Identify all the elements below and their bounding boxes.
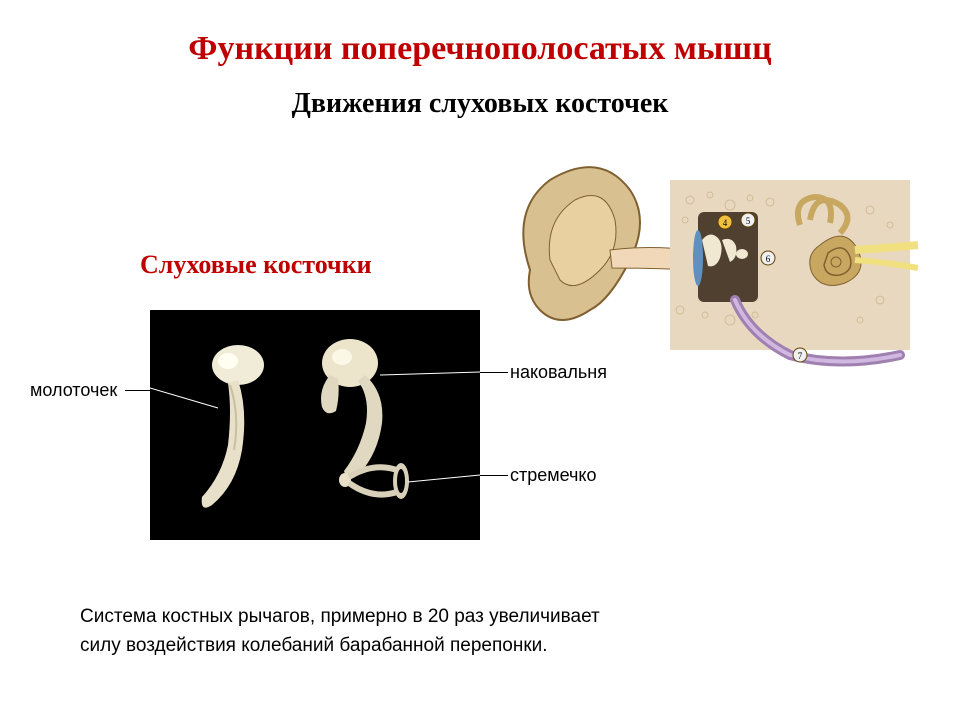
leader-malleus — [125, 390, 150, 391]
leader-incus — [480, 372, 508, 373]
slide-subtitle: Движения слуховых косточек — [0, 68, 960, 120]
label-stapes: стремечко — [510, 465, 597, 486]
slide-title: Функции поперечнополосатых мышц — [0, 0, 960, 68]
caption-line-1: Система костных рычагов, примерно в 20 р… — [80, 603, 880, 632]
svg-text:4: 4 — [723, 218, 728, 228]
slide-caption: Система костных рычагов, примерно в 20 р… — [80, 603, 880, 660]
ossicles-svg — [150, 310, 480, 540]
svg-text:7: 7 — [798, 351, 803, 361]
ear-svg: 4 5 6 7 — [520, 150, 920, 370]
label-malleus: молоточек — [30, 380, 117, 401]
ossicles-photo — [150, 310, 480, 540]
leader-stapes — [480, 475, 508, 476]
label-incus: наковальня — [510, 362, 607, 383]
section-label-ossicles: Слуховые косточки — [140, 250, 372, 280]
ear-cross-section-illustration: 4 5 6 7 — [520, 150, 920, 370]
svg-text:5: 5 — [746, 216, 751, 226]
svg-text:6: 6 — [766, 254, 771, 264]
caption-line-2: силу воздействия колебаний барабанной пе… — [80, 632, 880, 661]
